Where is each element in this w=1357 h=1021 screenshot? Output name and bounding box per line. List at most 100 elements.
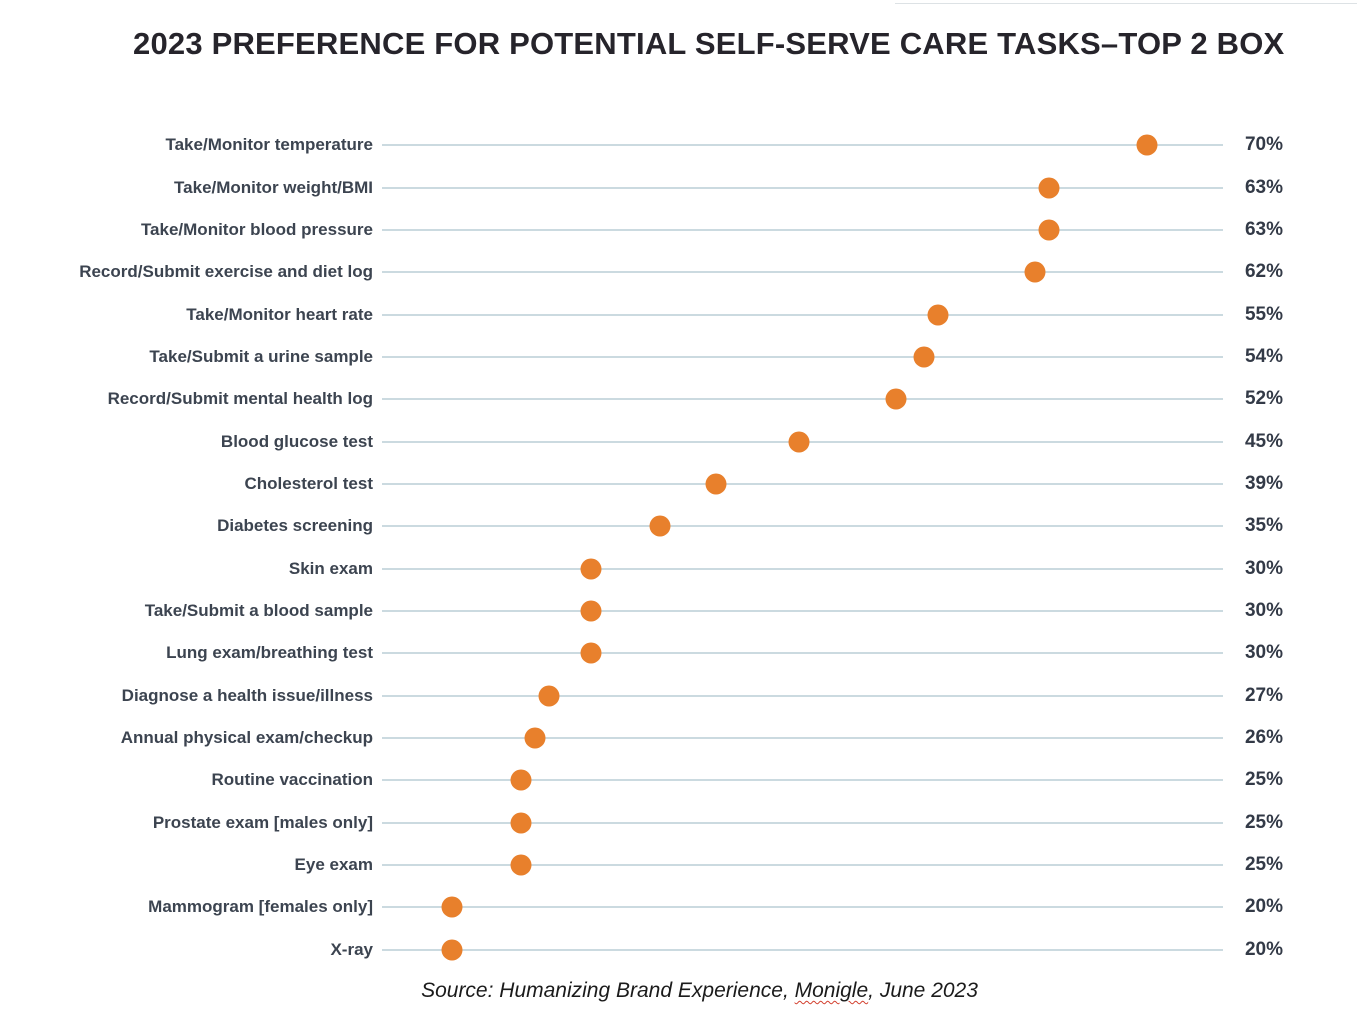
category-label: Take/Submit a blood sample: [144, 600, 373, 620]
data-point-dot: [580, 600, 601, 622]
data-point-dot: [1038, 177, 1060, 199]
chart-row: Blood glucose test 45%: [31, 420, 1324, 462]
value-label: 27%: [1244, 684, 1283, 706]
value-label: 20%: [1244, 938, 1283, 960]
leader-line: [382, 948, 1223, 951]
chart-row: Take/Monitor blood pressure 63%: [31, 209, 1324, 251]
category-label: X-ray: [330, 939, 373, 959]
data-point-dot: [510, 854, 532, 876]
category-label: Take/Monitor heart rate: [186, 304, 373, 324]
leader-line: [382, 567, 1223, 570]
leader-line-track: [382, 886, 1223, 928]
leader-line: [382, 271, 1223, 274]
chart-row: Cholesterol test 39%: [31, 463, 1324, 505]
data-point-dot: [510, 769, 532, 791]
chart-row: Lung exam/breathing test 30%: [31, 632, 1324, 674]
category-label: Lung exam/breathing test: [166, 643, 373, 663]
data-point-dot: [441, 896, 462, 918]
category-label: Blood glucose test: [220, 431, 373, 451]
leader-line: [382, 736, 1223, 739]
category-label: Cholesterol test: [244, 473, 373, 493]
category-label: Diagnose a health issue/illness: [121, 685, 373, 705]
chart-row: Mammogram [females only] 20%: [31, 886, 1324, 928]
data-point-dot: [538, 685, 560, 707]
data-point-dot: [524, 727, 546, 749]
leader-line: [382, 694, 1223, 697]
chart-row: Take/Monitor weight/BMI 63%: [31, 166, 1324, 208]
leader-line-track: [382, 209, 1223, 251]
leader-line: [382, 906, 1223, 909]
chart-row: Take/Submit a urine sample 54%: [31, 336, 1324, 378]
data-point-dot: [1038, 219, 1060, 241]
value-label: 54%: [1244, 345, 1283, 367]
chart-row: Take/Monitor heart rate 55%: [31, 293, 1324, 335]
dot-plot: Take/Monitor temperature 70% Take/Monito…: [31, 124, 1324, 971]
category-label: Record/Submit exercise and diet log: [79, 262, 373, 282]
leader-line-track: [382, 717, 1223, 759]
leader-line-track: [382, 929, 1223, 971]
value-label: 26%: [1244, 726, 1283, 748]
value-label: 63%: [1244, 218, 1283, 240]
value-label: 45%: [1244, 430, 1283, 452]
leader-line-track: [382, 378, 1223, 420]
leader-line-track: [382, 590, 1223, 632]
leader-line-track: [382, 124, 1223, 166]
data-point-dot: [510, 812, 532, 834]
data-point-dot: [1136, 134, 1158, 156]
source-citation: Source: Humanizing Brand Experience, Mon…: [0, 979, 1357, 1003]
leader-line: [382, 864, 1223, 867]
category-label: Diabetes screening: [217, 516, 373, 536]
data-point-dot: [580, 558, 601, 580]
leader-line: [382, 482, 1223, 485]
leader-line: [382, 144, 1223, 147]
leader-line-track: [382, 547, 1223, 589]
leader-line: [382, 313, 1223, 316]
data-point-dot: [649, 515, 671, 537]
leader-line: [382, 525, 1223, 528]
leader-line: [382, 652, 1223, 655]
category-label: Take/Monitor weight/BMI: [174, 177, 373, 197]
leader-line: [382, 186, 1223, 189]
data-point-dot: [788, 431, 810, 453]
value-label: 25%: [1244, 811, 1283, 833]
leader-line-track: [382, 802, 1223, 844]
value-label: 25%: [1244, 854, 1283, 876]
value-label: 52%: [1244, 388, 1283, 410]
chart-row: Annual physical exam/checkup 26%: [31, 717, 1324, 759]
chart-row: X-ray 20%: [31, 929, 1324, 971]
leader-line-track: [382, 759, 1223, 801]
chart-row: Skin exam 30%: [31, 547, 1324, 589]
leader-line: [382, 609, 1223, 612]
value-label: 70%: [1244, 134, 1283, 156]
source-text-prefix: Source: Humanizing Brand Experience,: [421, 979, 795, 1002]
source-text-suffix: , June 2023: [868, 979, 978, 1002]
leader-line: [382, 398, 1223, 401]
value-label: 30%: [1244, 599, 1283, 621]
category-label: Annual physical exam/checkup: [120, 727, 373, 747]
leader-line: [382, 228, 1223, 231]
leader-line: [382, 821, 1223, 824]
leader-line-track: [382, 674, 1223, 716]
value-label: 20%: [1244, 896, 1283, 918]
chart-row: Record/Submit exercise and diet log 62%: [31, 251, 1324, 293]
leader-line-track: [382, 336, 1223, 378]
value-label: 30%: [1244, 557, 1283, 579]
value-label: 39%: [1244, 472, 1283, 494]
leader-line-track: [382, 251, 1223, 293]
chart-row: Eye exam 25%: [31, 844, 1324, 886]
leader-line: [382, 355, 1223, 358]
category-label: Prostate exam [males only]: [152, 812, 373, 832]
data-point-dot: [1024, 261, 1046, 283]
chart-row: Take/Monitor temperature 70%: [31, 124, 1324, 166]
chart-row: Record/Submit mental health log 52%: [31, 378, 1324, 420]
category-label: Eye exam: [294, 855, 373, 875]
value-label: 63%: [1244, 176, 1283, 198]
data-point-dot: [705, 473, 727, 495]
data-point-dot: [580, 642, 601, 664]
window-edge-line: [895, 3, 1357, 4]
leader-line-track: [382, 844, 1223, 886]
category-label: Take/Submit a urine sample: [149, 346, 373, 366]
data-point-dot: [885, 388, 907, 410]
chart-row: Take/Submit a blood sample 30%: [31, 590, 1324, 632]
